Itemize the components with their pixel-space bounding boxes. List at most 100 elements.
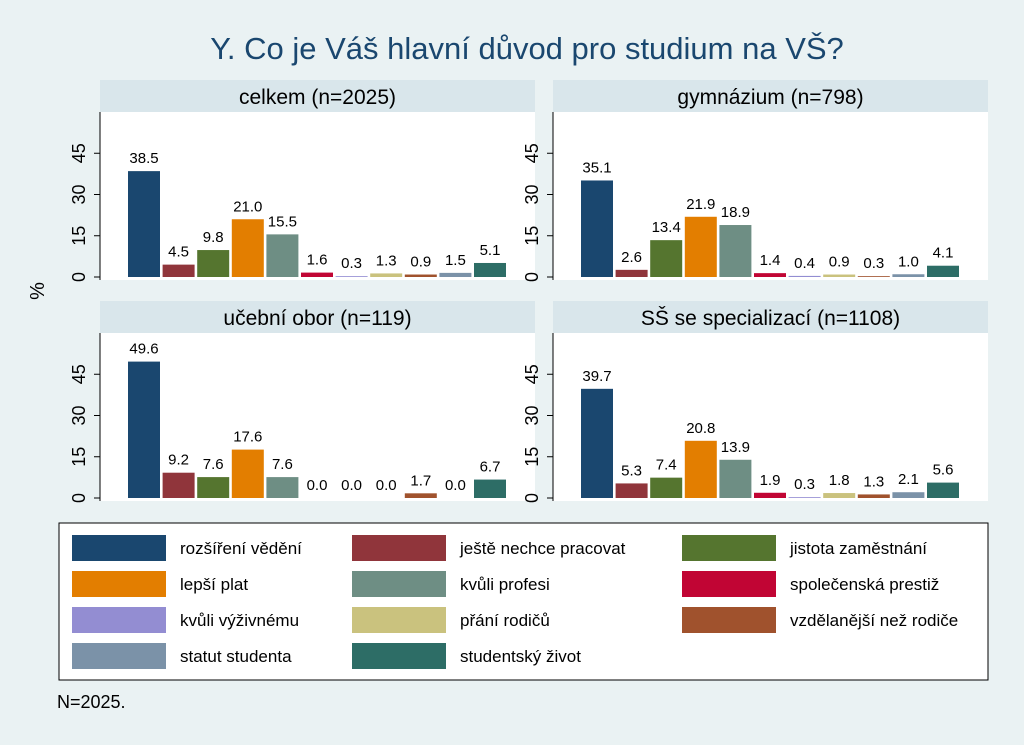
legend-label: přání rodičů — [460, 611, 550, 630]
chart-title: Y. Co je Váš hlavní důvod pro studium na… — [210, 31, 844, 66]
bar-value-label: 7.4 — [656, 457, 677, 474]
y-tick-label: 15 — [69, 226, 89, 246]
y-tick-label: 15 — [522, 226, 542, 246]
legend-swatch — [682, 607, 776, 633]
bar — [581, 388, 613, 498]
legend-item: jistota zaměstnání — [682, 535, 927, 561]
bar-value-label: 0.0 — [376, 477, 397, 494]
legend: rozšíření vědění ještě nechce pracovat jis… — [58, 522, 989, 681]
y-tick-label: 45 — [522, 143, 542, 163]
legend-swatch — [352, 643, 446, 669]
legend-label: společenská prestiž — [790, 575, 939, 594]
bar — [684, 216, 717, 277]
bar-value-label: 7.6 — [203, 456, 224, 473]
bar-value-label: 1.6 — [307, 252, 328, 269]
y-tick-label: 45 — [522, 364, 542, 384]
legend-label: studentský život — [460, 647, 581, 666]
legend-swatch — [682, 571, 776, 597]
panels: celkem (n=2025) 0 15 30 45 38.5 4.5 9.8 21.0 15.5… — [69, 80, 988, 503]
bar — [128, 361, 160, 498]
bar-value-label: 1.3 — [376, 252, 397, 269]
legend-item: statut studenta — [72, 643, 292, 669]
bar-value-label: 0.3 — [863, 255, 884, 272]
footnote: N=2025. — [57, 692, 126, 712]
bar-value-label: 0.4 — [794, 255, 815, 272]
legend-swatch — [352, 535, 446, 561]
plot-area — [553, 112, 988, 280]
bar — [162, 472, 195, 498]
bar-value-label: 21.9 — [686, 196, 715, 213]
bar-value-label: 1.8 — [829, 472, 850, 489]
bar — [719, 225, 752, 277]
bar-value-label: 2.1 — [898, 471, 919, 488]
bar-value-label: 1.4 — [760, 252, 781, 269]
bar-value-label: 4.5 — [168, 244, 189, 261]
bar-value-label: 9.8 — [203, 229, 224, 246]
bar — [474, 262, 506, 277]
bar-value-label: 0.9 — [410, 254, 431, 271]
y-tick-label: 15 — [69, 447, 89, 467]
legend-label: vzdělanější než rodiče — [790, 611, 958, 630]
bar — [684, 440, 717, 498]
legend-swatch — [72, 643, 166, 669]
panel-strip — [100, 80, 535, 112]
legend-item: studentský život — [352, 643, 581, 669]
bar — [615, 269, 648, 277]
bar — [650, 240, 683, 277]
bar — [335, 276, 368, 277]
legend-item: společenská prestiž — [682, 571, 939, 597]
bar-value-label: 0.9 — [829, 254, 850, 271]
bar — [823, 493, 856, 498]
legend-item: vzdělanější než rodiče — [682, 607, 958, 633]
bar-value-label: 1.7 — [410, 472, 431, 489]
bar — [474, 479, 506, 498]
bar-value-label: 0.3 — [341, 255, 362, 272]
legend-item: rozšíření vědění — [72, 535, 302, 561]
bar-value-label: 0.3 — [794, 476, 815, 493]
bar-value-label: 13.9 — [721, 439, 750, 456]
plot-area — [100, 112, 535, 280]
bar-value-label: 5.3 — [621, 462, 642, 479]
y-tick-label: 30 — [522, 184, 542, 204]
bar — [370, 273, 403, 277]
bar — [754, 492, 786, 498]
panel-label: celkem (n=2025) — [239, 86, 396, 109]
bar — [857, 276, 890, 277]
bar-value-label: 35.1 — [582, 159, 611, 176]
bar — [231, 449, 264, 498]
legend-box — [58, 522, 989, 681]
bar-value-label: 1.0 — [898, 253, 919, 270]
legend-item: lepší plat — [72, 571, 248, 597]
y-tick-label: 0 — [69, 493, 89, 503]
legend-label: ještě nechce pracovat — [459, 539, 626, 558]
bar-value-label: 49.6 — [129, 341, 158, 358]
bar — [162, 264, 195, 277]
bar — [754, 273, 786, 277]
bar — [301, 272, 333, 277]
y-tick-label: 45 — [69, 364, 89, 384]
y-tick-label: 30 — [522, 405, 542, 425]
bar — [128, 171, 160, 277]
y-tick-label: 0 — [522, 493, 542, 503]
bar-value-label: 21.0 — [233, 198, 262, 215]
bar — [823, 274, 856, 277]
bar — [404, 493, 437, 498]
bar — [615, 483, 648, 498]
bar-value-label: 1.9 — [760, 472, 781, 489]
bar — [857, 494, 890, 498]
bar — [650, 477, 683, 498]
bar — [581, 180, 613, 277]
bar-value-label: 2.6 — [621, 249, 642, 266]
panel-label: učební obor (n=119) — [223, 307, 411, 330]
bar — [927, 482, 959, 498]
legend-item: kvůli profesi — [352, 571, 550, 597]
plot-area — [553, 333, 988, 501]
bar — [439, 272, 472, 277]
panel: gymnázium (n=798) 0 15 30 45 35.1 2.6 13.4 21.9 1… — [522, 80, 988, 282]
bar-value-label: 4.1 — [933, 245, 954, 262]
bar-value-label: 1.3 — [863, 473, 884, 490]
panel-label: SŠ se specializací (n=1108) — [641, 307, 900, 330]
bar-value-label: 0.0 — [307, 477, 328, 494]
bar-value-label: 39.7 — [582, 368, 611, 385]
bar — [266, 477, 299, 498]
